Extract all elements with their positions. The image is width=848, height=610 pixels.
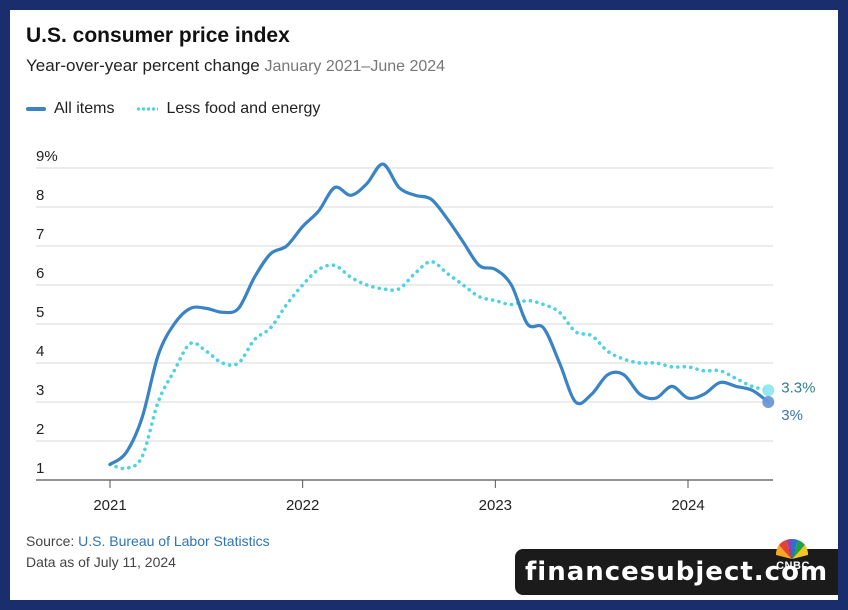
- source-line: Source: U.S. Bureau of Labor Statistics: [26, 531, 270, 552]
- series-end-label: 3.3%: [781, 379, 815, 396]
- y-tick-label: 9%: [36, 148, 58, 165]
- x-tick-label: 2024: [671, 497, 704, 514]
- x-tick-label: 2022: [286, 497, 319, 514]
- source-prefix: Source:: [26, 533, 79, 549]
- legend-item-all-items: All items: [26, 100, 114, 118]
- series-end-point: [762, 384, 775, 397]
- legend: All items Less food and energy: [26, 100, 342, 118]
- y-tick-label: 6: [36, 265, 44, 282]
- cnbc-logo-text: CNBC: [776, 560, 810, 572]
- legend-label: All items: [54, 100, 115, 117]
- subtitle-text: Year-over-year percent change: [26, 56, 260, 75]
- series-end-label: 3%: [781, 407, 803, 424]
- legend-label: Less food and energy: [166, 100, 321, 117]
- source-note: Source: U.S. Bureau of Labor Statistics …: [26, 531, 270, 573]
- y-tick-label: 4: [36, 343, 44, 360]
- y-tick-label: 8: [36, 187, 44, 204]
- data-as-of: Data as of July 11, 2024: [26, 554, 176, 570]
- chart-title: U.S. consumer price index: [26, 24, 290, 47]
- y-tick-label: 2: [36, 421, 44, 438]
- chart-subtitle: Year-over-year percent change January 20…: [26, 56, 445, 76]
- legend-swatch-solid-icon: [26, 107, 46, 111]
- series-end-point: [762, 396, 775, 408]
- cnbc-peacock-logo-icon: [775, 538, 809, 559]
- series-line-all-items: [108, 162, 770, 466]
- series-line-less-food-energy: [108, 259, 771, 471]
- x-tick-label: 2023: [479, 497, 512, 514]
- y-tick-label: 7: [36, 226, 44, 243]
- legend-swatch-dotted-icon: [136, 107, 159, 111]
- y-tick-label: 5: [36, 304, 44, 321]
- source-link[interactable]: U.S. Bureau of Labor Statistics: [78, 533, 270, 549]
- date-range: January 2021–June 2024: [264, 58, 446, 75]
- legend-item-less-food-energy: Less food and energy: [136, 100, 320, 118]
- y-tick-label: 1: [36, 460, 44, 477]
- x-tick-label: 2021: [93, 497, 126, 514]
- y-tick-label: 3: [36, 382, 44, 399]
